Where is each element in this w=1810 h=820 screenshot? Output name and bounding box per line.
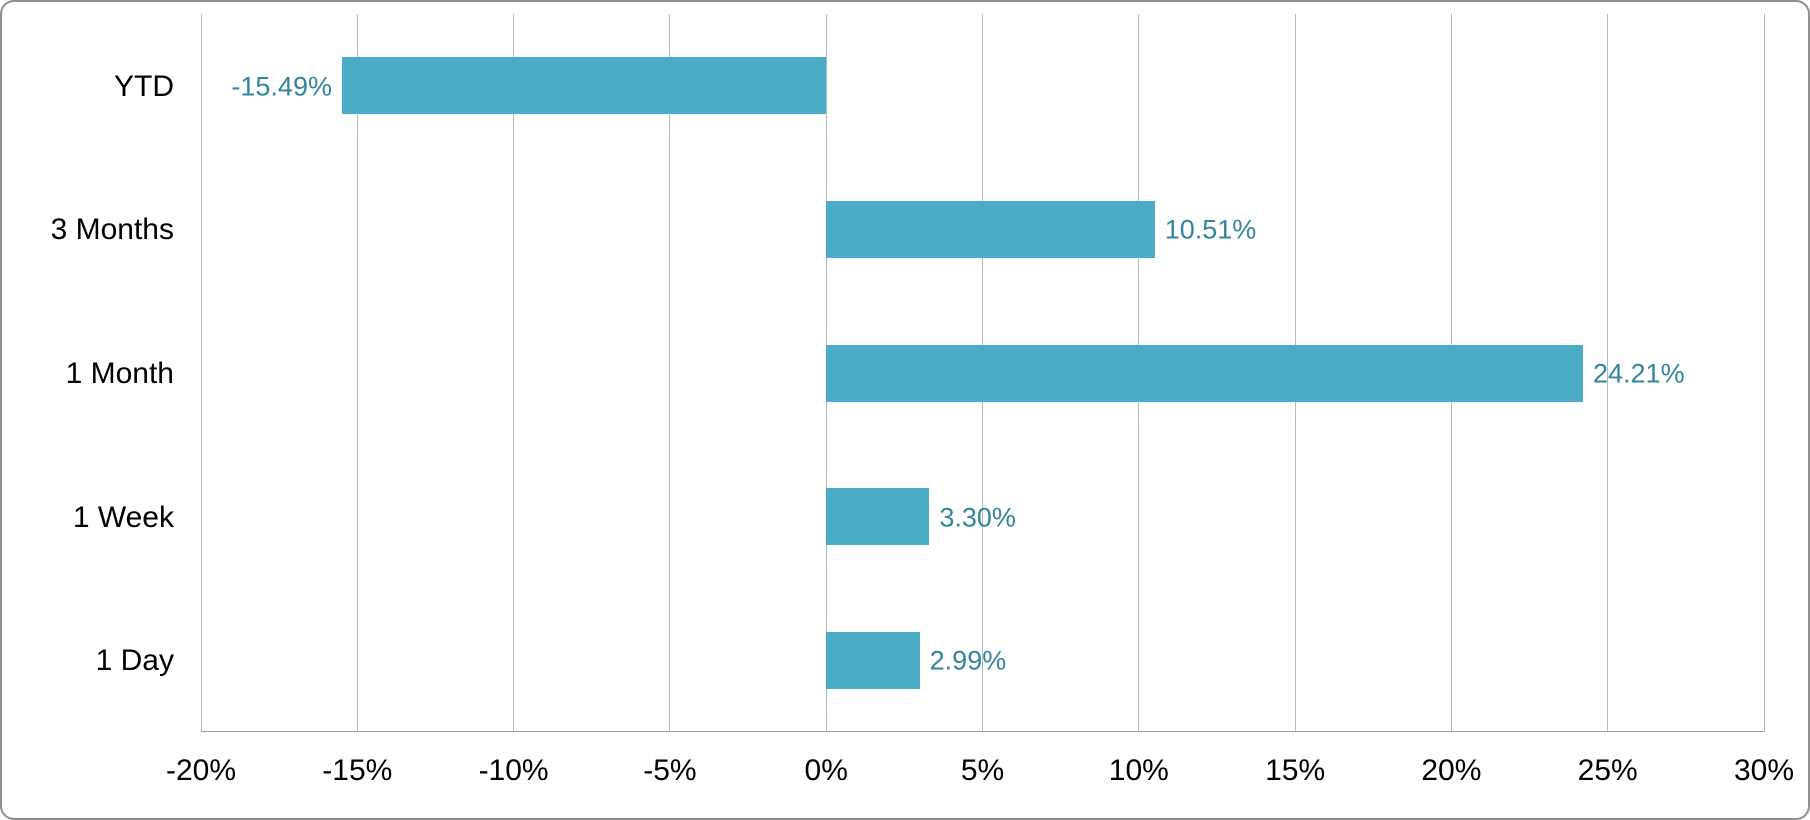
gridline <box>1763 14 1765 732</box>
x-tick-label: 20% <box>1421 754 1482 787</box>
x-tick-label: -15% <box>322 754 393 787</box>
x-tick-label: 5% <box>960 754 1005 787</box>
x-tick-label: -10% <box>478 754 549 787</box>
bar <box>826 200 1155 258</box>
bar <box>341 57 827 115</box>
category-label: 1 Month <box>65 357 174 390</box>
gridline <box>669 14 671 732</box>
gridline <box>356 14 358 732</box>
x-tick-label: -5% <box>643 754 697 787</box>
value-label: 24.21% <box>1593 358 1685 389</box>
x-tick-label: 15% <box>1265 754 1326 787</box>
category-label: 1 Day <box>95 644 174 678</box>
gridline <box>513 14 515 732</box>
value-label: 2.99% <box>929 645 1007 676</box>
plot-area: -15.49% 10.51% 24.21% 3.30% 2.99% <box>200 14 1765 732</box>
x-tick-label: 0% <box>804 754 848 787</box>
category-label: 3 Months <box>50 213 174 247</box>
bar <box>826 488 930 546</box>
x-tick-label: 30% <box>1733 754 1795 787</box>
category-label: YTD <box>114 69 174 103</box>
x-tick-label: 10% <box>1108 754 1169 787</box>
value-label: 3.30% <box>939 502 1016 533</box>
x-tick-label: -20% <box>165 754 237 787</box>
category-label: 1 Week <box>72 500 174 534</box>
value-label: 10.51% <box>1164 214 1257 245</box>
bar <box>826 631 920 689</box>
value-label: -15.49% <box>231 71 332 102</box>
bar <box>826 344 1583 402</box>
x-axis-line <box>201 731 1764 732</box>
gridline <box>200 14 202 732</box>
gridline <box>1607 14 1609 732</box>
x-tick-label: 25% <box>1577 754 1638 787</box>
